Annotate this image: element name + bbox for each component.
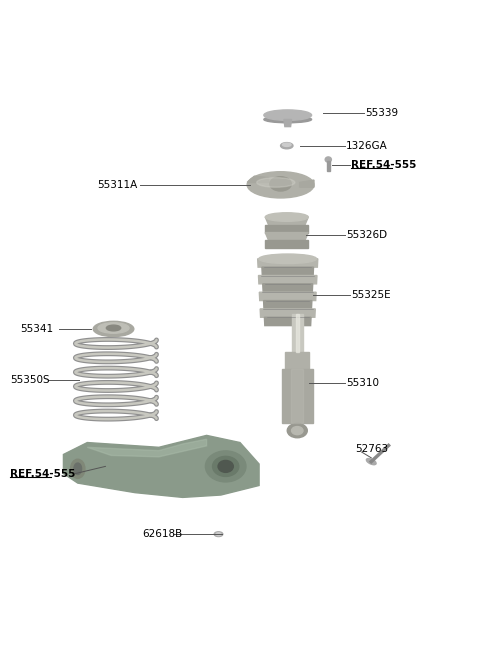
Ellipse shape xyxy=(216,533,221,535)
Polygon shape xyxy=(263,284,312,292)
Polygon shape xyxy=(264,300,312,309)
Text: 55311A: 55311A xyxy=(97,180,137,190)
Text: 62618B: 62618B xyxy=(142,529,182,539)
Text: 1326GA: 1326GA xyxy=(346,140,388,151)
Polygon shape xyxy=(291,369,303,423)
Ellipse shape xyxy=(291,426,303,435)
Polygon shape xyxy=(87,440,206,457)
Ellipse shape xyxy=(281,142,293,149)
Ellipse shape xyxy=(264,110,312,121)
Polygon shape xyxy=(285,352,309,369)
Polygon shape xyxy=(63,436,259,497)
Polygon shape xyxy=(247,176,269,182)
Ellipse shape xyxy=(247,172,314,198)
Text: REF.54-555: REF.54-555 xyxy=(10,468,75,479)
Ellipse shape xyxy=(214,532,223,537)
Ellipse shape xyxy=(287,423,307,438)
Text: 52763: 52763 xyxy=(356,444,389,454)
Polygon shape xyxy=(291,314,303,352)
Polygon shape xyxy=(265,217,308,225)
Ellipse shape xyxy=(257,178,295,187)
Ellipse shape xyxy=(325,157,331,162)
Ellipse shape xyxy=(74,463,82,474)
Ellipse shape xyxy=(107,325,120,331)
Polygon shape xyxy=(258,259,318,267)
Polygon shape xyxy=(265,233,308,240)
Polygon shape xyxy=(262,267,313,276)
Text: 55325E: 55325E xyxy=(351,289,390,300)
Ellipse shape xyxy=(264,116,312,123)
Ellipse shape xyxy=(270,176,291,191)
Text: 55339: 55339 xyxy=(365,108,398,118)
Polygon shape xyxy=(327,161,330,171)
Ellipse shape xyxy=(98,323,129,333)
Polygon shape xyxy=(296,314,299,352)
Polygon shape xyxy=(259,276,317,284)
Polygon shape xyxy=(259,292,316,300)
Ellipse shape xyxy=(213,457,239,476)
Polygon shape xyxy=(260,309,315,318)
Ellipse shape xyxy=(93,321,134,337)
Ellipse shape xyxy=(71,459,85,478)
Ellipse shape xyxy=(366,459,376,464)
Text: 55326D: 55326D xyxy=(346,230,387,240)
Polygon shape xyxy=(265,240,308,248)
Polygon shape xyxy=(264,318,311,325)
Polygon shape xyxy=(282,369,312,423)
Polygon shape xyxy=(284,119,291,127)
Text: REF.54-555: REF.54-555 xyxy=(351,160,416,170)
Text: 55310: 55310 xyxy=(346,378,379,388)
Text: 55341: 55341 xyxy=(21,324,54,334)
Polygon shape xyxy=(265,225,308,233)
Ellipse shape xyxy=(265,213,308,221)
Ellipse shape xyxy=(282,143,291,146)
Ellipse shape xyxy=(218,461,233,472)
Polygon shape xyxy=(300,180,314,187)
Ellipse shape xyxy=(259,254,317,264)
Text: 55350S: 55350S xyxy=(10,375,49,386)
Ellipse shape xyxy=(205,451,246,482)
